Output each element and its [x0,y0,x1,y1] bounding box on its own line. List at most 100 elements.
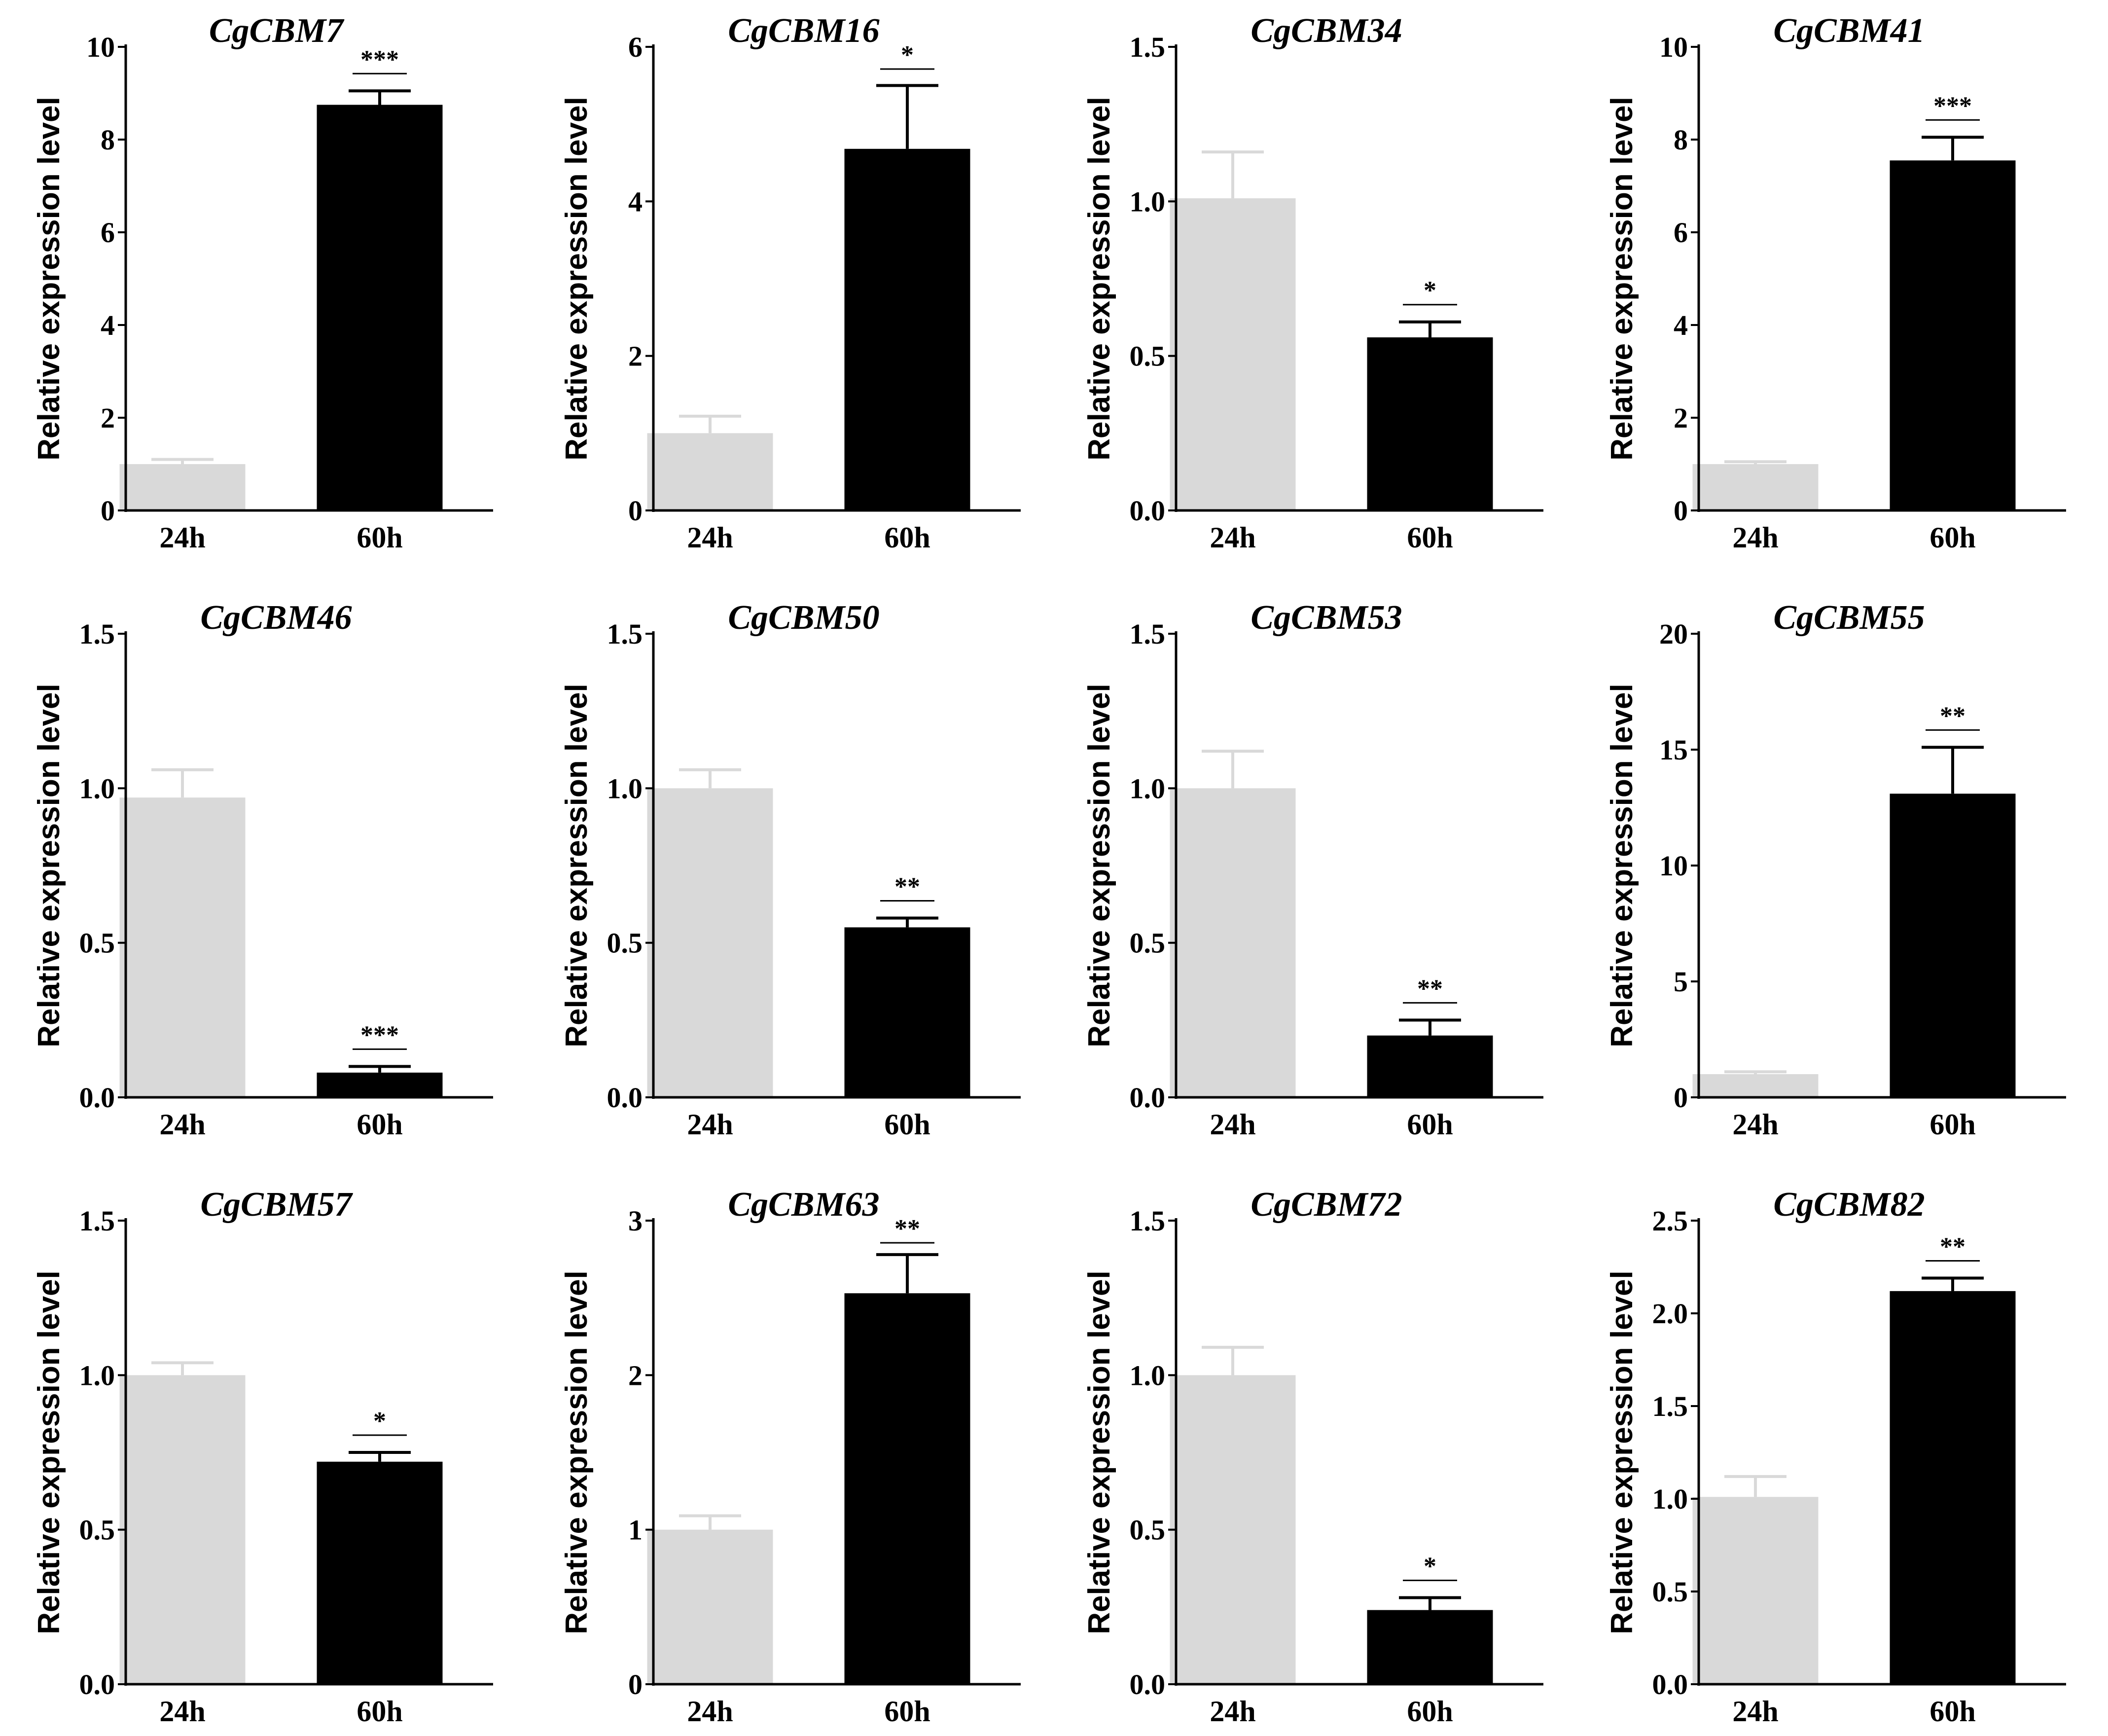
y-axis-label: Relative expression level [1605,97,1639,461]
chart-title: CgCBM82 [1773,1186,1925,1224]
y-tick-label: 0.0 [79,1082,115,1114]
bar-60h [1890,1291,2016,1684]
x-tick-label: 60h [1929,1695,1975,1728]
bar-24h [1692,1497,1819,1684]
x-tick-label: 24h [1732,1108,1778,1141]
significance-marker: *** [360,1021,399,1049]
y-axis-label: Relative expression level [1082,1270,1116,1634]
bar-24h [1170,788,1296,1097]
x-tick-label: 60h [1407,1108,1453,1141]
significance-marker: ** [1417,975,1443,1003]
chart-panel-CgCBM57: * 0.0 0.5 1.0 1.5 24h 60h CgCBM57 Relative expre… [32,1186,493,1728]
significance-marker: * [901,41,914,69]
y-axis-label: Relative expression level [1082,97,1116,461]
bar-60h [844,1293,970,1684]
chart-panel-CgCBM82: ** 0.0 0.5 1.0 1.5 2.0 2.5 24h 60h CgCBM82 Relativ… [1605,1186,2066,1728]
y-tick-label: 2 [628,340,643,372]
chart-panel-CgCBM55: ** 0 5 10 15 20 24h 60h CgCBM55 Relative expressi… [1605,599,2066,1141]
y-tick-label: 0.0 [79,1668,115,1700]
y-tick-label: 1.0 [1652,1483,1688,1515]
significance-marker: * [1424,1553,1436,1581]
x-tick-label: 60h [1407,1695,1453,1728]
bar-24h [1170,1375,1296,1684]
y-tick-label: 2.0 [1652,1298,1688,1330]
x-tick-label: 24h [1210,1695,1255,1728]
bar-24h [119,464,246,510]
y-tick-label: 3 [628,1205,643,1237]
y-axis-label: Relative expression level [1605,684,1639,1048]
x-tick-label: 60h [884,1108,930,1141]
y-tick-label: 20 [1659,618,1688,650]
y-tick-label: 10 [1659,850,1688,882]
bar-24h [1692,1074,1819,1097]
y-tick-label: 15 [1659,734,1688,766]
bar-60h [317,1461,443,1684]
y-tick-label: 8 [1674,124,1688,156]
x-tick-label: 60h [357,1695,402,1728]
x-tick-label: 60h [884,1695,930,1728]
y-tick-label: 1.5 [79,618,115,650]
y-tick-label: 6 [628,31,643,63]
significance-marker: ** [1940,1233,1965,1261]
x-tick-label: 60h [357,1108,402,1141]
x-tick-label: 24h [1732,1695,1778,1728]
y-tick-label: 0.0 [607,1082,643,1114]
y-tick-label: 0 [628,495,643,527]
y-tick-label: 1.5 [1652,1390,1688,1422]
significance-marker: ** [894,873,920,901]
bar-24h [119,797,246,1097]
bar-24h [647,433,773,510]
y-tick-label: 8 [101,124,115,156]
x-tick-label: 24h [1732,521,1778,554]
y-tick-label: 4 [628,185,643,217]
y-tick-label: 0.0 [1130,1082,1166,1114]
x-tick-label: 24h [1210,521,1255,554]
chart-title: CgCBM46 [200,599,352,637]
bar-60h [844,927,970,1097]
y-axis-label: Relative expression level [32,1270,66,1634]
x-tick-label: 60h [1407,521,1453,554]
chart-title: CgCBM63 [728,1186,879,1224]
significance-marker: * [1424,277,1436,305]
y-tick-label: 1.5 [607,618,643,650]
bar-24h [119,1375,246,1684]
chart-title: CgCBM16 [728,12,879,50]
y-axis-label: Relative expression level [560,97,594,461]
y-tick-label: 0 [628,1668,643,1700]
chart-title: CgCBM55 [1773,599,1925,637]
chart-panel-CgCBM72: * 0.0 0.5 1.0 1.5 24h 60h CgCBM72 Relative expre… [1082,1186,1543,1728]
y-tick-label: 10 [86,31,115,63]
y-tick-label: 0.0 [1652,1668,1688,1700]
x-tick-label: 24h [687,521,733,554]
y-axis-label: Relative expression level [560,684,594,1048]
y-tick-label: 0.0 [1130,1668,1166,1700]
y-tick-label: 4 [101,309,115,341]
x-tick-label: 60h [357,521,402,554]
y-axis-label: Relative expression level [560,1270,594,1634]
y-axis-label: Relative expression level [1605,1270,1639,1634]
y-tick-label: 2.5 [1652,1205,1688,1237]
bar-60h [317,1072,443,1097]
y-tick-label: 1.0 [79,772,115,804]
y-tick-label: 1.5 [79,1205,115,1237]
significance-marker: ** [1940,702,1965,730]
y-tick-label: 1.0 [1130,772,1166,804]
y-tick-label: 2 [101,402,115,434]
chart-panel-CgCBM7: *** 0 2 4 6 8 10 24h 60h CgCBM7 Relative expressio… [32,12,493,554]
chart-title: CgCBM72 [1251,1186,1402,1224]
y-tick-label: 5 [1674,966,1688,998]
x-tick-label: 24h [159,1108,205,1141]
bar-24h [647,788,773,1097]
y-tick-label: 1.5 [1130,618,1166,650]
y-tick-label: 0 [101,495,115,527]
bar-60h [317,105,443,510]
chart-title: CgCBM53 [1251,599,1402,637]
x-tick-label: 24h [687,1695,733,1728]
x-tick-label: 60h [1929,1108,1975,1141]
y-tick-label: 0 [1674,1082,1688,1114]
chart-panel-CgCBM50: ** 0.0 0.5 1.0 1.5 24h 60h CgCBM50 Relative expr… [560,599,1021,1141]
bar-60h [1890,794,2016,1097]
y-axis-label: Relative expression level [1082,684,1116,1048]
y-tick-label: 1.0 [1130,1359,1166,1391]
